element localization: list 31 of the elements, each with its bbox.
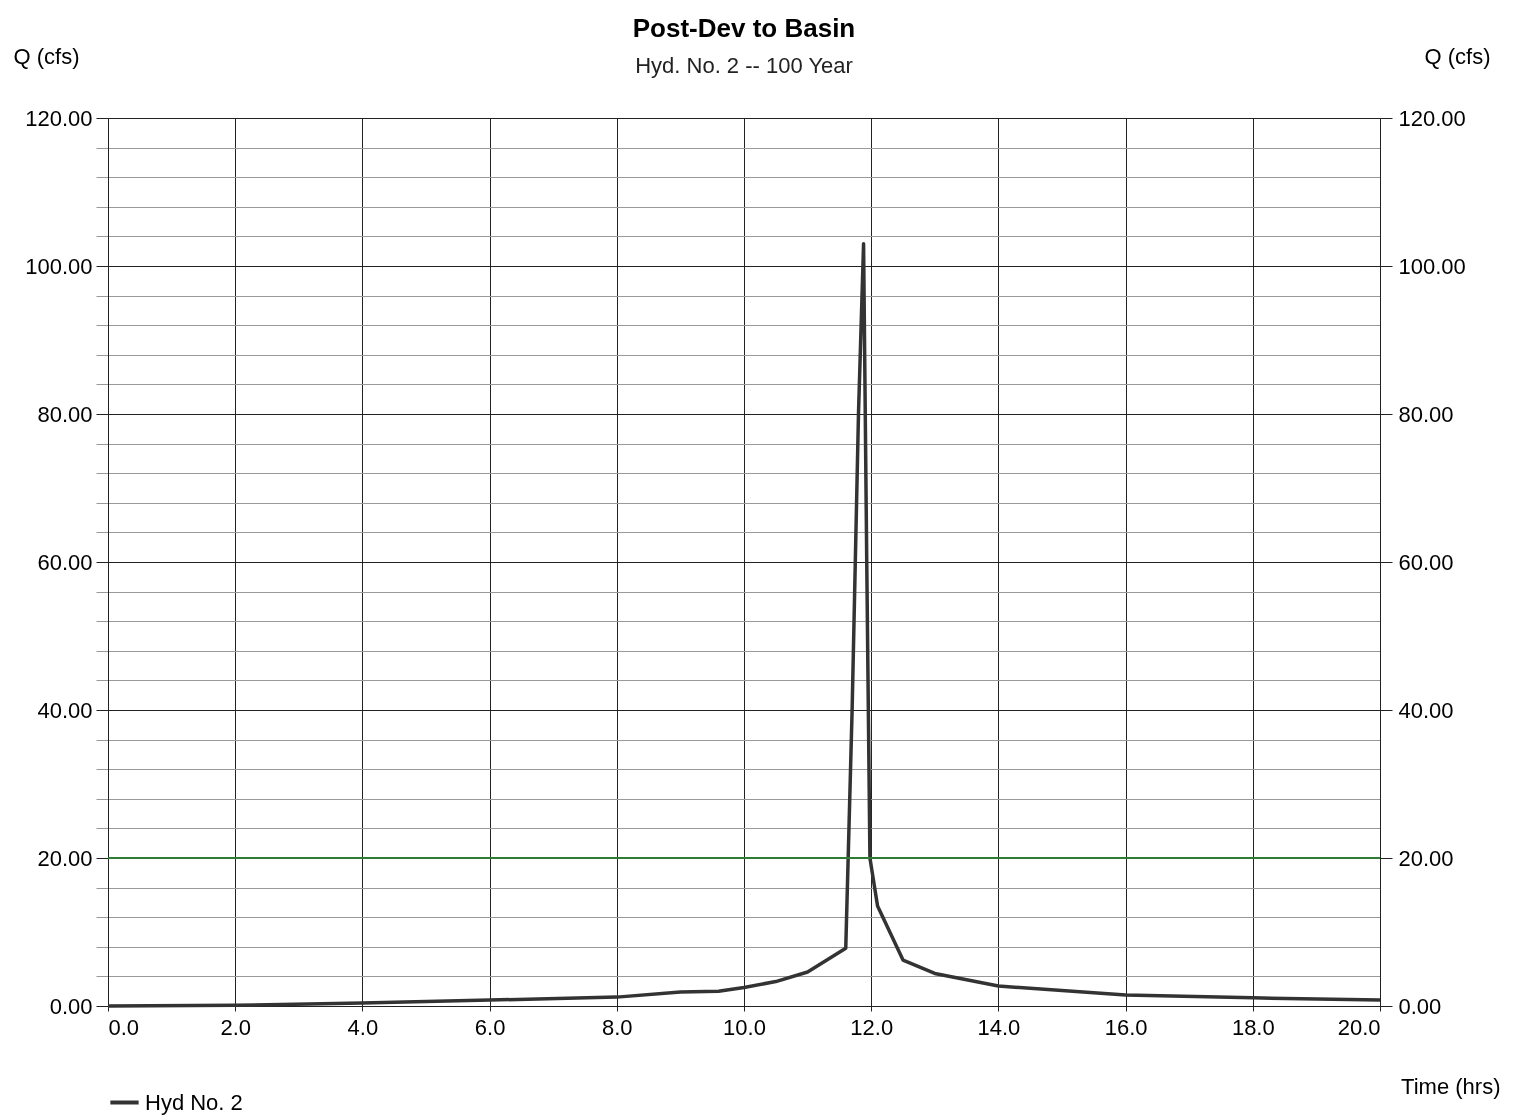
x-tick-label: 18.0 — [1231, 1014, 1275, 1040]
y2-tick-label: 100.00 — [1398, 253, 1466, 279]
x-tick-label: 0.0 — [108, 1014, 140, 1040]
chart-title: Post-Dev to Basin — [632, 13, 856, 43]
y2-tick-label: 0.00 — [1398, 993, 1442, 1019]
x-tick-label: 8.0 — [602, 1014, 633, 1040]
x-tick-label: 20.0 — [1337, 1014, 1381, 1040]
x-tick-label: 14.0 — [977, 1014, 1021, 1040]
y-tick-label: 60.00 — [37, 549, 93, 575]
y2-tick-label: 20.00 — [1398, 845, 1454, 871]
y-tick-label: 100.00 — [25, 253, 93, 279]
y-tick-label: 120.00 — [25, 105, 93, 131]
y-tick-label: 20.00 — [37, 845, 93, 871]
x-tick-label: 6.0 — [474, 1014, 506, 1040]
y2-tick-label: 60.00 — [1398, 549, 1454, 575]
y-tick-label: 80.00 — [37, 401, 93, 427]
y2-tick-label: 80.00 — [1398, 401, 1454, 427]
y2-axis-title: Q (cfs) — [1424, 43, 1491, 69]
x-axis-title: Time (hrs) — [1401, 1073, 1501, 1099]
x-tick-label: 16.0 — [1104, 1014, 1148, 1040]
y-tick-label: 0.00 — [49, 993, 93, 1019]
legend-label: Hyd No. 2 — [145, 1089, 243, 1115]
x-tick-label: 2.0 — [220, 1014, 251, 1040]
y2-tick-label: 40.00 — [1398, 697, 1454, 723]
y2-tick-label: 120.00 — [1398, 105, 1466, 131]
x-tick-label: 12.0 — [850, 1014, 894, 1040]
y-axis-title: Q (cfs) — [13, 43, 80, 69]
x-tick-label: 4.0 — [347, 1014, 379, 1040]
chart-subtitle: Hyd. No. 2 -- 100 Year — [635, 53, 853, 78]
y-tick-label: 40.00 — [37, 697, 93, 723]
x-tick-label: 10.0 — [723, 1014, 766, 1040]
